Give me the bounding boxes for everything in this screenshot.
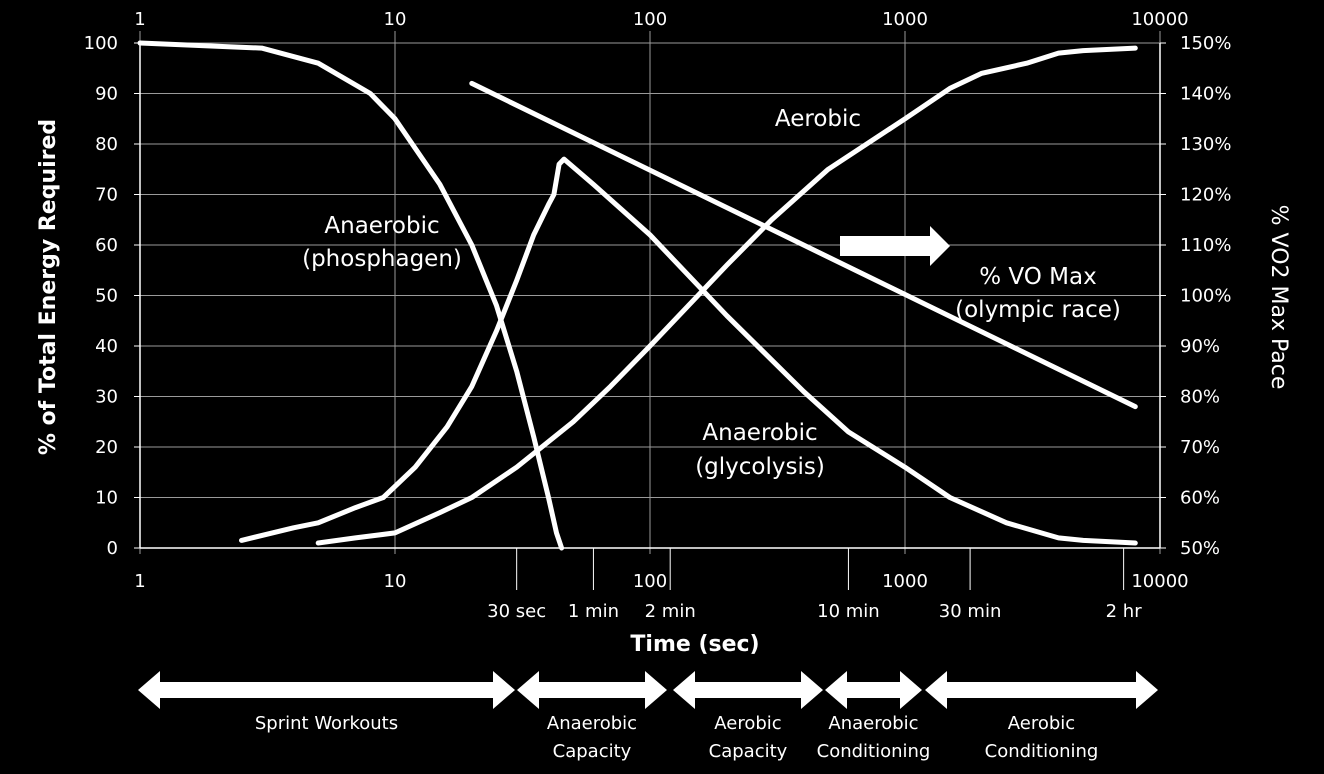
time-marker-layer: 30 sec 1 min 2 min 10 min 30 min 2 hr	[487, 548, 1142, 622]
series-line-anaerobic-glycolysis	[239, 156, 1138, 546]
time-marker-2-hr: 2 hr	[1106, 601, 1143, 622]
y2-tick-label: 80%	[1180, 387, 1220, 408]
grid-layer	[139, 31, 1161, 554]
x-tick-label: 1000	[882, 571, 928, 592]
glycolysis-label-line1: Anaerobic	[702, 420, 817, 446]
zone-arrow	[925, 671, 1158, 709]
time-marker-30-sec: 30 sec	[487, 601, 546, 622]
zone-label: Sprint Workouts	[255, 713, 398, 734]
series-line-anaerobic-phosphagen	[137, 40, 565, 551]
zone-arrow	[825, 671, 922, 709]
y-tick-label: 0	[107, 538, 118, 559]
vo2-label-line2: (olympic race)	[955, 297, 1121, 323]
x-top-tick-label: 1000	[882, 9, 928, 30]
y-tick-label: 40	[95, 336, 118, 357]
y2-tick-label: 90%	[1180, 336, 1220, 357]
vo2-label-line1: % VO Max	[979, 264, 1096, 290]
zone-label-line2: Capacity	[553, 741, 632, 762]
y2-tick-label: 70%	[1180, 437, 1220, 458]
zone-label-line2: Conditioning	[817, 741, 931, 762]
y2-tick-label: 130%	[1180, 134, 1231, 155]
phosphagen-label-line2: (phosphagen)	[302, 246, 462, 272]
axis-layer: 0 50% 10 60% 20 70% 30 80% 40 90% 50 100% 60 110% 70 12…	[84, 9, 1232, 592]
series-line-vo-max-olympic-race	[469, 80, 1138, 410]
y2-axis-title: % VO2 Max Pace	[1266, 205, 1291, 390]
x-top-tick-label: 100	[633, 9, 667, 30]
y-tick-label: 80	[95, 134, 118, 155]
series-layer	[137, 40, 1138, 551]
x-top-tick-label: 10	[384, 9, 407, 30]
y-tick-label: 70	[95, 185, 118, 206]
x-tick-label: 100	[633, 571, 667, 592]
zone-arrow	[673, 671, 823, 709]
y-tick-label: 10	[95, 488, 118, 509]
y2-tick-label: 100%	[1180, 286, 1231, 307]
y2-tick-label: 150%	[1180, 33, 1231, 54]
y2-tick-label: 110%	[1180, 235, 1231, 256]
y2-tick-label: 50%	[1180, 538, 1220, 559]
zone-arrow	[138, 671, 515, 709]
time-marker-10-min: 10 min	[817, 601, 880, 622]
time-marker-1-min: 1 min	[568, 601, 619, 622]
y-tick-label: 50	[95, 286, 118, 307]
zone-label-line1: Anaerobic	[547, 713, 637, 734]
y-tick-label: 100	[84, 33, 118, 54]
y-tick-label: 90	[95, 84, 118, 105]
x-tick-label: 10000	[1131, 571, 1188, 592]
zone-arrow	[517, 671, 667, 709]
y-tick-label: 20	[95, 437, 118, 458]
zone-label-line1: Aerobic	[714, 713, 781, 734]
zone-label-line2: Conditioning	[985, 741, 1099, 762]
y2-tick-label: 120%	[1180, 185, 1231, 206]
y-tick-label: 60	[95, 235, 118, 256]
series-line-aerobic	[315, 45, 1138, 546]
zone-label-line1: Anaerobic	[828, 713, 918, 734]
phosphagen-label-line1: Anaerobic	[324, 213, 439, 239]
x-top-tick-label: 10000	[1131, 9, 1188, 30]
vo2-direction-arrow	[840, 226, 950, 266]
x-tick-label: 10	[384, 571, 407, 592]
y-tick-label: 30	[95, 387, 118, 408]
glycolysis-label-line2: (glycolysis)	[695, 454, 825, 480]
y2-tick-label: 140%	[1180, 84, 1231, 105]
y-axis-title: % of Total Energy Required	[36, 119, 61, 455]
time-marker-2-min: 2 min	[645, 601, 696, 622]
training-zones: Sprint Workouts Anaerobic Capacity Aerobic C…	[138, 671, 1158, 762]
x-axis-title: Time (sec)	[630, 632, 759, 657]
time-marker-30-min: 30 min	[939, 601, 1002, 622]
aerobic-label: Aerobic	[775, 106, 861, 132]
x-top-tick-label: 1	[134, 9, 145, 30]
x-tick-label: 1	[134, 571, 145, 592]
zone-label-line1: Aerobic	[1008, 713, 1075, 734]
zone-label-line2: Capacity	[709, 741, 788, 762]
y2-tick-label: 60%	[1180, 488, 1220, 509]
